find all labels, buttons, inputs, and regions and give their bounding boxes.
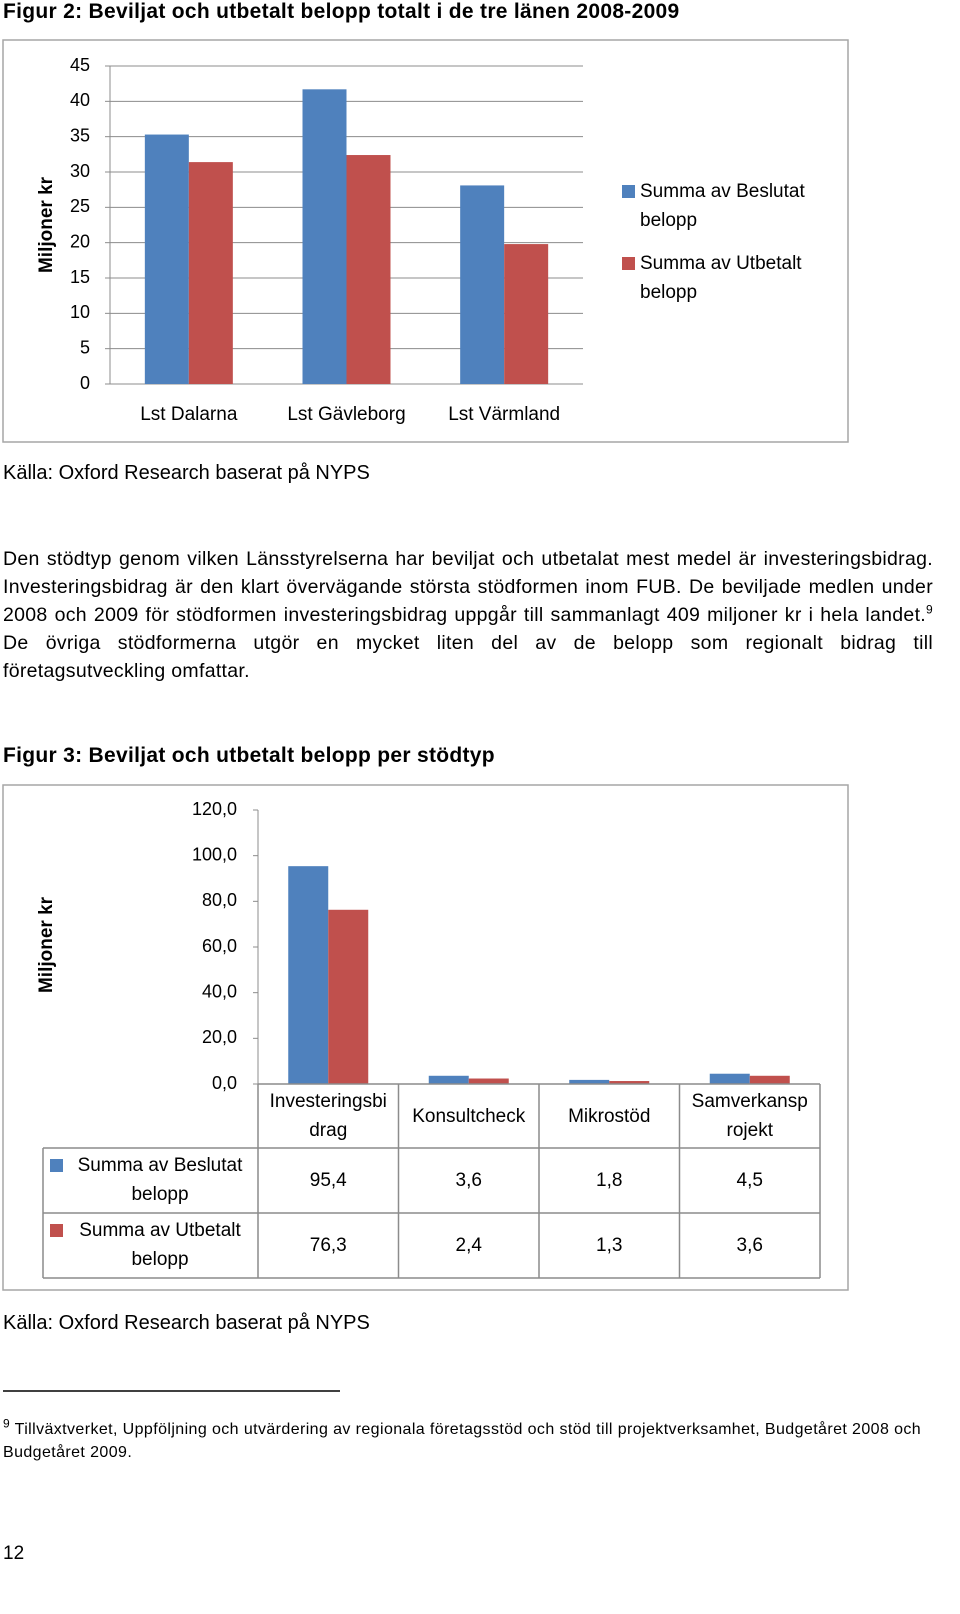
chart-source: Källa: Oxford Research baserat på NYPS xyxy=(3,462,370,484)
data-table-value: 1,3 xyxy=(596,1235,623,1256)
body-paragraph: Den stödtyp genom vilken Länsstyrelserna… xyxy=(3,545,933,685)
data-table-value: 3,6 xyxy=(455,1170,482,1191)
figure-title: Figur 2: Beviljat och utbetalt belopp to… xyxy=(3,0,680,23)
data-table-value: 95,4 xyxy=(309,1170,347,1191)
y-tick-label: 40 xyxy=(70,90,90,110)
x-tick-label: Mikrostöd xyxy=(568,1105,651,1127)
x-tick-label: Lst Gävleborg xyxy=(287,404,405,425)
y-tick-label: 20 xyxy=(70,231,90,251)
x-tick-label: Lst Dalarna xyxy=(140,404,238,425)
data-table-value: 76,3 xyxy=(309,1235,347,1256)
legend-label: Summa av Beslutat belopp xyxy=(640,181,805,231)
footnote-text: Tillväxtverket, Uppföljning och utvärder… xyxy=(3,1421,922,1461)
y-tick-label: 30 xyxy=(70,161,90,181)
chart-frame xyxy=(2,784,849,1291)
footnote-ref: 9 xyxy=(926,602,933,617)
bar xyxy=(328,909,369,1084)
y-axis-label: Miljoner kr xyxy=(36,896,57,993)
chart-source: Källa: Oxford Research baserat på NYPS xyxy=(3,1312,370,1334)
bar xyxy=(749,1075,790,1084)
bar xyxy=(346,155,391,384)
x-tick-label: Samverkansprojekt xyxy=(691,1091,808,1141)
y-tick-label: 45 xyxy=(70,55,90,75)
bar xyxy=(609,1081,650,1084)
paragraph-text: Den stödtyp genom vilken Länsstyrelserna… xyxy=(3,548,933,626)
bar xyxy=(188,162,233,384)
data-table-value: 3,6 xyxy=(736,1235,763,1256)
legend-label: Summa av Beslutat belopp xyxy=(77,1155,243,1205)
y-tick-label: 120,0 xyxy=(192,799,237,819)
legend-label: Summa av Utbetalt belopp xyxy=(79,1220,241,1270)
y-tick-label: 0 xyxy=(80,373,90,393)
bar xyxy=(460,185,505,384)
y-tick-label: 40,0 xyxy=(202,981,237,1001)
y-axis-label: Miljoner kr xyxy=(36,176,57,273)
y-tick-label: 0,0 xyxy=(212,1073,237,1093)
y-tick-label: 25 xyxy=(70,196,90,216)
page-number: 12 xyxy=(3,1543,25,1564)
legend-swatch xyxy=(622,185,635,198)
bar xyxy=(468,1078,509,1084)
y-tick-label: 80,0 xyxy=(202,890,237,910)
paragraph-text: De övriga stödformerna utgör en mycket l… xyxy=(3,632,933,682)
y-tick-label: 100,0 xyxy=(192,844,237,864)
legend-swatch xyxy=(50,1159,63,1172)
bar xyxy=(288,866,329,1084)
figure-title: Figur 3: Beviljat och utbetalt belopp pe… xyxy=(3,744,495,767)
legend-label: Summa av Utbetalt belopp xyxy=(640,253,802,303)
x-tick-label: Investeringsbidrag xyxy=(269,1091,387,1141)
data-table-value: 4,5 xyxy=(736,1170,763,1191)
bar xyxy=(144,134,189,384)
x-tick-label: Lst Värmland xyxy=(448,404,560,425)
data-table-value: 1,8 xyxy=(596,1170,623,1191)
y-tick-label: 35 xyxy=(70,125,90,145)
y-tick-label: 15 xyxy=(70,267,90,287)
y-tick-label: 10 xyxy=(70,302,90,322)
bar xyxy=(504,244,549,384)
data-table-value: 2,4 xyxy=(455,1235,482,1256)
y-tick-label: 60,0 xyxy=(202,936,237,956)
y-tick-label: 20,0 xyxy=(202,1027,237,1047)
x-tick-label: Konsultcheck xyxy=(412,1105,526,1127)
legend-swatch xyxy=(622,257,635,270)
footnote-number: 9 xyxy=(3,1416,11,1431)
bar xyxy=(302,89,347,384)
footnote: 9 Tillväxtverket, Uppföljning och utvärd… xyxy=(3,1418,933,1464)
bar xyxy=(709,1073,750,1084)
bar xyxy=(569,1079,610,1084)
legend-swatch xyxy=(50,1224,63,1237)
y-tick-label: 5 xyxy=(80,337,90,357)
bar xyxy=(428,1075,469,1084)
chart-frame xyxy=(2,39,849,443)
